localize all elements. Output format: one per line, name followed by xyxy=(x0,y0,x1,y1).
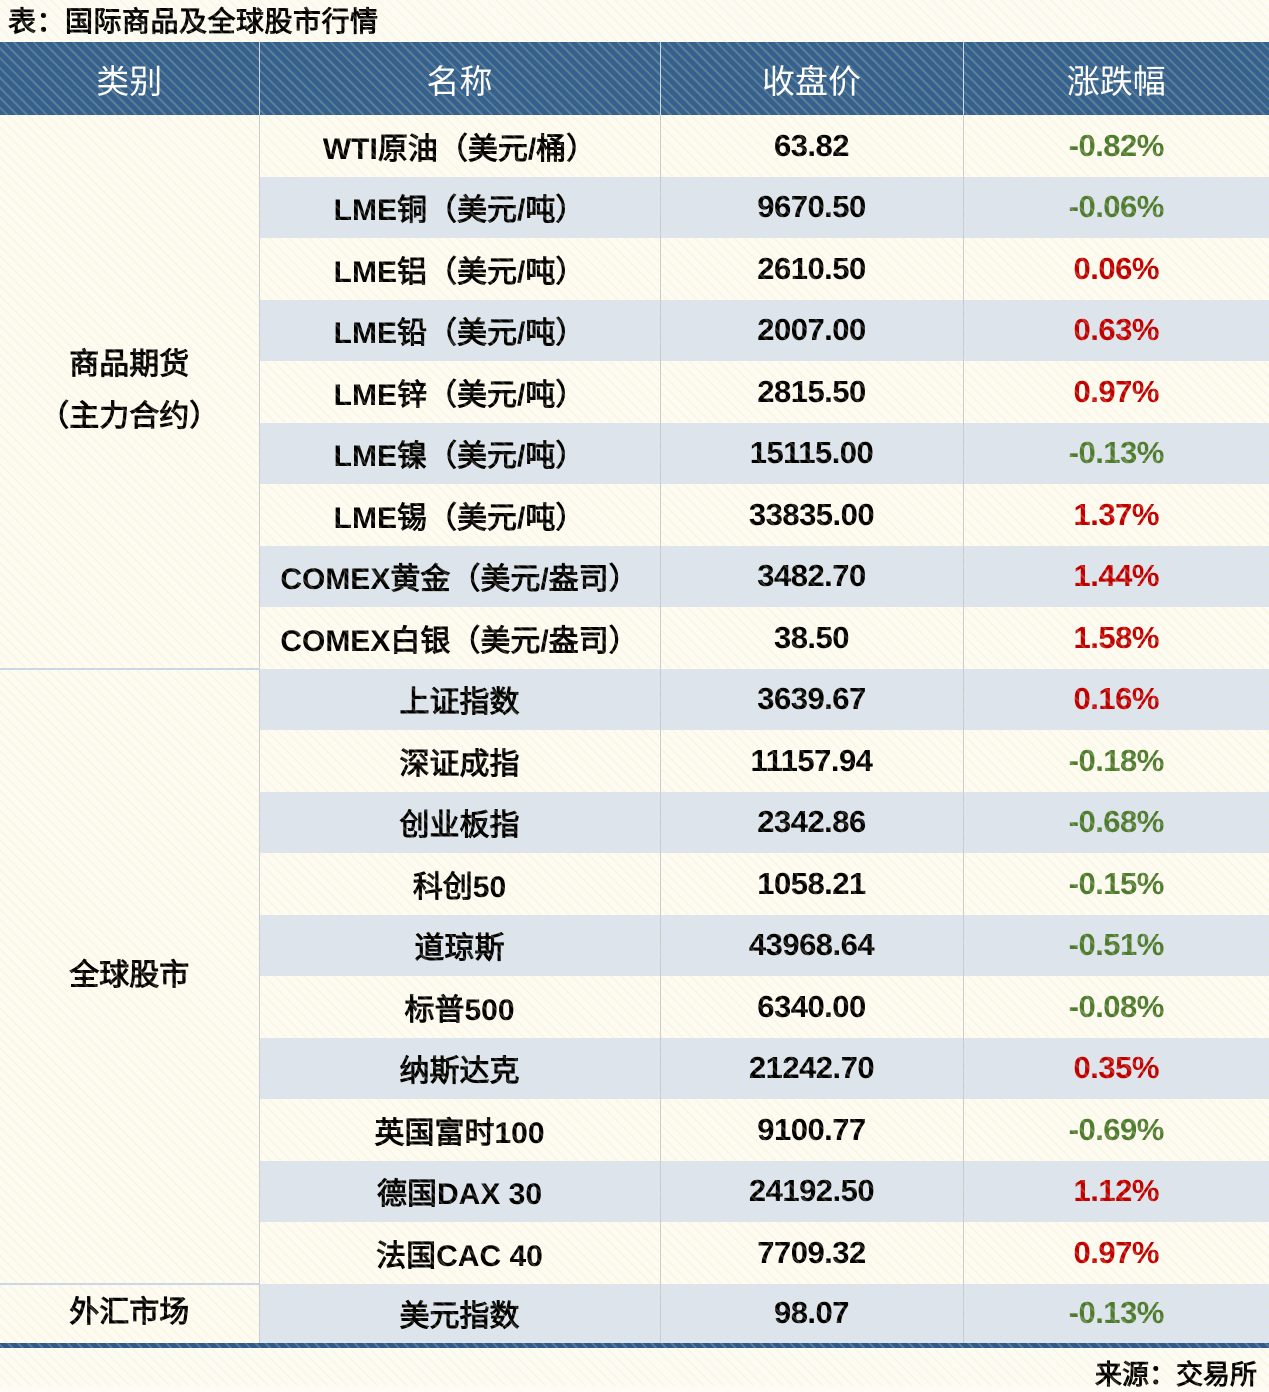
change-percent: 0.63% xyxy=(962,299,1269,361)
close-price: 21242.70 xyxy=(659,1037,963,1099)
change-percent: 1.12% xyxy=(962,1160,1269,1222)
table-row: LME铅（美元/吨） 2007.00 0.63% xyxy=(0,299,1269,361)
instrument-name: 创业板指 xyxy=(258,791,660,853)
change-percent: 0.35% xyxy=(962,1037,1269,1099)
instrument-name: 美元指数 xyxy=(258,1283,660,1345)
instrument-name: 德国DAX 30 xyxy=(258,1160,660,1222)
change-percent: -0.18% xyxy=(962,730,1269,792)
change-percent: -0.82% xyxy=(962,115,1269,177)
table-row: LME铜（美元/吨） 9670.50 -0.06% xyxy=(0,176,1269,238)
close-price: 43968.64 xyxy=(659,914,963,976)
table-row: LME锡（美元/吨） 33835.00 1.37% xyxy=(0,484,1269,546)
change-percent: 1.58% xyxy=(962,607,1269,669)
header-row: 类别 名称 收盘价 涨跌幅 xyxy=(0,42,1269,115)
instrument-name: LME镍（美元/吨） xyxy=(258,422,660,484)
instrument-name: COMEX白银（美元/盎司） xyxy=(258,607,660,669)
close-price: 24192.50 xyxy=(659,1160,963,1222)
table-row: LME铝（美元/吨） 2610.50 0.06% xyxy=(0,238,1269,300)
close-price: 11157.94 xyxy=(659,730,963,792)
change-percent: -0.13% xyxy=(962,1283,1269,1345)
close-price: 2610.50 xyxy=(659,238,963,300)
category-cell-global-stocks: 全球股市 xyxy=(0,668,259,1285)
category-cell-commodities: 商品期货 （主力合约） xyxy=(0,115,259,670)
close-price: 6340.00 xyxy=(659,976,963,1038)
instrument-name: LME铜（美元/吨） xyxy=(258,176,660,238)
instrument-name: 英国富时100 xyxy=(258,1099,660,1161)
close-price: 63.82 xyxy=(659,115,963,177)
table-row: 外汇市场 美元指数 98.07 -0.13% xyxy=(0,1283,1269,1345)
table-row: LME镍（美元/吨） 15115.00 -0.13% xyxy=(0,422,1269,484)
instrument-name: COMEX黄金（美元/盎司） xyxy=(258,545,660,607)
close-price: 2815.50 xyxy=(659,361,963,423)
change-percent: 0.06% xyxy=(962,238,1269,300)
close-price: 7709.32 xyxy=(659,1222,963,1284)
instrument-name: 标普500 xyxy=(258,976,660,1038)
table-row: 商品期货 （主力合约） WTI原油（美元/桶） 63.82 -0.82% xyxy=(0,115,1269,670)
column-header-category: 类别 xyxy=(0,42,259,115)
change-percent: 1.37% xyxy=(962,484,1269,546)
table-row: LME锌（美元/吨） 2815.50 0.97% xyxy=(0,361,1269,423)
close-price: 33835.00 xyxy=(659,484,963,546)
table-row: 法国CAC 40 7709.32 0.97% xyxy=(0,1222,1269,1284)
table-row: COMEX黄金（美元/盎司） 3482.70 1.44% xyxy=(0,545,1269,607)
close-price: 3639.67 xyxy=(659,668,963,730)
instrument-name: 纳斯达克 xyxy=(258,1037,660,1099)
table-row: 道琼斯 43968.64 -0.51% xyxy=(0,914,1269,976)
change-percent: -0.06% xyxy=(962,176,1269,238)
page-title: 表：国际商品及全球股市行情 xyxy=(8,6,379,37)
change-percent: -0.69% xyxy=(962,1099,1269,1161)
table-row: 深证成指 11157.94 -0.18% xyxy=(0,730,1269,792)
change-percent: -0.13% xyxy=(962,422,1269,484)
close-price: 2342.86 xyxy=(659,791,963,853)
table-row: 英国富时100 9100.77 -0.69% xyxy=(0,1099,1269,1161)
instrument-name: LME铝（美元/吨） xyxy=(258,238,660,300)
table-row: 全球股市 上证指数 3639.67 0.16% xyxy=(0,668,1269,1285)
close-price: 2007.00 xyxy=(659,299,963,361)
instrument-name: 道琼斯 xyxy=(258,914,660,976)
close-price: 9670.50 xyxy=(659,176,963,238)
instrument-name: 深证成指 xyxy=(258,730,660,792)
change-percent: 1.44% xyxy=(962,545,1269,607)
change-percent: 0.97% xyxy=(962,361,1269,423)
change-percent: 0.97% xyxy=(962,1222,1269,1284)
close-price: 9100.77 xyxy=(659,1099,963,1161)
column-header-name: 名称 xyxy=(258,42,660,115)
instrument-name: 法国CAC 40 xyxy=(258,1222,660,1284)
close-price: 1058.21 xyxy=(659,853,963,915)
instrument-name: 科创50 xyxy=(258,853,660,915)
change-percent: 0.16% xyxy=(962,668,1269,730)
column-header-close: 收盘价 xyxy=(659,42,963,115)
table-row: COMEX白银（美元/盎司） 38.50 1.58% xyxy=(0,607,1269,669)
instrument-name: LME锡（美元/吨） xyxy=(258,484,660,546)
quotes-table: 类别 名称 收盘价 涨跌幅 商品期货 （主力合约） WTI原油（美元/桶） 63… xyxy=(0,42,1269,1348)
change-percent: -0.15% xyxy=(962,853,1269,915)
table-row: 标普500 6340.00 -0.08% xyxy=(0,976,1269,1038)
close-price: 15115.00 xyxy=(659,422,963,484)
change-percent: -0.68% xyxy=(962,791,1269,853)
change-percent: -0.51% xyxy=(962,914,1269,976)
source-note: 来源：交易所 xyxy=(1095,1359,1257,1390)
close-price: 38.50 xyxy=(659,607,963,669)
change-percent: -0.08% xyxy=(962,976,1269,1038)
close-price: 98.07 xyxy=(659,1283,963,1345)
column-header-change: 涨跌幅 xyxy=(962,42,1269,115)
instrument-name: LME铅（美元/吨） xyxy=(258,299,660,361)
instrument-name: WTI原油（美元/桶） xyxy=(258,115,660,177)
table-row: 德国DAX 30 24192.50 1.12% xyxy=(0,1160,1269,1222)
instrument-name: LME锌（美元/吨） xyxy=(258,361,660,423)
close-price: 3482.70 xyxy=(659,545,963,607)
instrument-name: 上证指数 xyxy=(258,668,660,730)
table-row: 纳斯达克 21242.70 0.35% xyxy=(0,1037,1269,1099)
table-row: 创业板指 2342.86 -0.68% xyxy=(0,791,1269,853)
table-row: 科创50 1058.21 -0.15% xyxy=(0,853,1269,915)
category-cell-fx: 外汇市场 xyxy=(0,1283,259,1345)
